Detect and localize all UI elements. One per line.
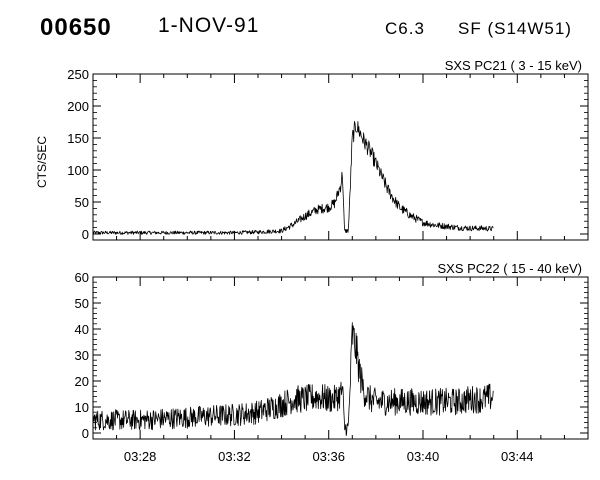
plot-title: SXS PC22 ( 15 - 40 keV) bbox=[437, 261, 582, 276]
y-tick-label: 60 bbox=[75, 270, 89, 285]
series-line bbox=[92, 121, 494, 235]
x-tick-label: 03:36 bbox=[312, 449, 345, 464]
y-tick-label: 200 bbox=[67, 99, 89, 114]
y-tick-label: 30 bbox=[75, 348, 89, 363]
y-tick-label: 40 bbox=[75, 322, 89, 337]
y-tick-label: 0 bbox=[82, 227, 89, 242]
plot-title: SXS PC21 ( 3 - 15 keV) bbox=[445, 58, 582, 73]
y-tick-label: 50 bbox=[75, 296, 89, 311]
flare-location: SF (S14W51) bbox=[458, 19, 572, 38]
x-tick-label: 03:40 bbox=[407, 449, 440, 464]
plot-frame bbox=[92, 73, 589, 241]
y-tick-label: 250 bbox=[67, 67, 89, 82]
y-tick-label: 0 bbox=[82, 426, 89, 441]
y-axis-label: CTS/SEC bbox=[35, 136, 49, 188]
y-tick-label: 20 bbox=[75, 374, 89, 389]
x-tick-label: 03:44 bbox=[501, 449, 534, 464]
event-id: 00650 bbox=[40, 14, 112, 41]
y-tick-label: 50 bbox=[75, 195, 89, 210]
y-tick-label: 100 bbox=[67, 163, 89, 178]
x-tick-label: 03:28 bbox=[124, 449, 157, 464]
event-date: 1-NOV-91 bbox=[158, 14, 260, 37]
y-tick-label: 150 bbox=[67, 131, 89, 146]
y-tick-label: 10 bbox=[75, 400, 89, 415]
goes-class: C6.3 bbox=[385, 19, 425, 38]
x-tick-label: 03:32 bbox=[218, 449, 251, 464]
series-line bbox=[92, 322, 494, 437]
plot-frame bbox=[92, 276, 589, 440]
